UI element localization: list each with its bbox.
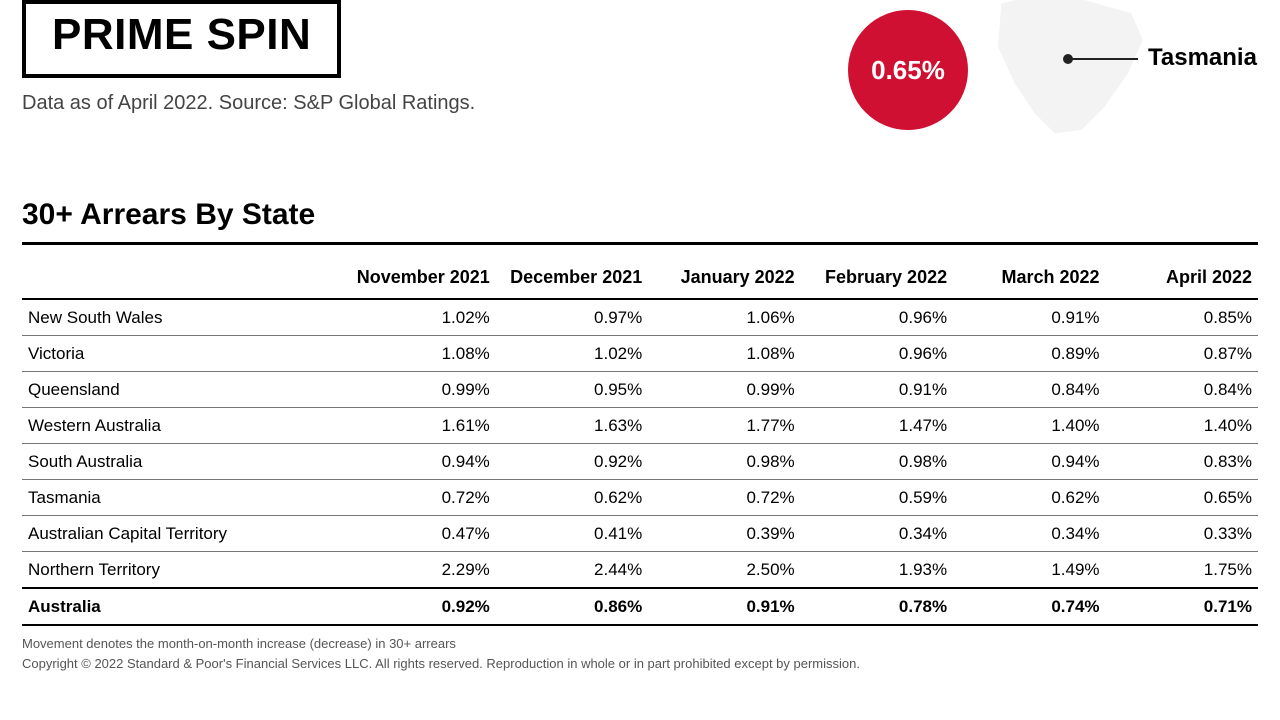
state-cell: Tasmania — [22, 480, 343, 516]
value-cell: 2.44% — [496, 552, 648, 589]
tasmania-map-icon — [978, 0, 1158, 140]
value-cell: 0.98% — [648, 444, 800, 480]
value-cell: 0.83% — [1106, 444, 1258, 480]
tasmania-shape — [998, 0, 1143, 133]
arrears-table: November 2021 December 2021 January 2022… — [22, 245, 1258, 626]
value-cell: 0.86% — [496, 588, 648, 625]
table-row: Victoria1.08%1.02%1.08%0.96%0.89%0.87% — [22, 336, 1258, 372]
value-cell: 0.71% — [1106, 588, 1258, 625]
value-cell: 1.77% — [648, 408, 800, 444]
value-cell: 2.50% — [648, 552, 800, 589]
value-cell: 0.84% — [953, 372, 1105, 408]
value-cell: 1.02% — [343, 299, 495, 336]
source-line: Data as of April 2022. Source: S&P Globa… — [22, 92, 475, 115]
col-header: December 2021 — [496, 245, 648, 299]
value-cell: 1.08% — [343, 336, 495, 372]
callout-label: Tasmania — [1148, 44, 1257, 72]
value-cell: 0.97% — [496, 299, 648, 336]
table-row: Queensland0.99%0.95%0.99%0.91%0.84%0.84% — [22, 372, 1258, 408]
value-cell: 0.39% — [648, 516, 800, 552]
state-cell: Northern Territory — [22, 552, 343, 589]
footnotes: Movement denotes the month-on-month incr… — [22, 634, 1258, 673]
value-cell: 0.98% — [801, 444, 953, 480]
table-title: 30+ Arrears By State — [22, 198, 1258, 232]
footnote-line: Copyright © 2022 Standard & Poor's Finan… — [22, 654, 1258, 674]
col-header: April 2022 — [1106, 245, 1258, 299]
page-title: PRIME SPIN — [52, 10, 311, 59]
value-cell: 1.06% — [648, 299, 800, 336]
value-cell: 0.84% — [1106, 372, 1258, 408]
col-header: January 2022 — [648, 245, 800, 299]
value-cell: 0.91% — [953, 299, 1105, 336]
value-cell: 0.72% — [343, 480, 495, 516]
value-cell: 1.49% — [953, 552, 1105, 589]
value-cell: 0.34% — [953, 516, 1105, 552]
value-cell: 1.93% — [801, 552, 953, 589]
value-cell: 0.34% — [801, 516, 953, 552]
pointer-line-icon — [1068, 58, 1138, 60]
table-row: New South Wales1.02%0.97%1.06%0.96%0.91%… — [22, 299, 1258, 336]
value-cell: 0.94% — [953, 444, 1105, 480]
value-cell: 1.08% — [648, 336, 800, 372]
title-box: PRIME SPIN — [22, 0, 341, 78]
col-header: November 2021 — [343, 245, 495, 299]
value-cell: 0.89% — [953, 336, 1105, 372]
footnote-line: Movement denotes the month-on-month incr… — [22, 634, 1258, 654]
col-header: March 2022 — [953, 245, 1105, 299]
value-cell: 0.91% — [801, 372, 953, 408]
table-header-row: November 2021 December 2021 January 2022… — [22, 245, 1258, 299]
state-cell: Queensland — [22, 372, 343, 408]
value-cell: 0.87% — [1106, 336, 1258, 372]
value-cell: 0.99% — [648, 372, 800, 408]
value-cell: 1.47% — [801, 408, 953, 444]
state-cell: Australia — [22, 588, 343, 625]
value-cell: 0.65% — [1106, 480, 1258, 516]
table-row: Western Australia1.61%1.63%1.77%1.47%1.4… — [22, 408, 1258, 444]
table-row: Tasmania0.72%0.62%0.72%0.59%0.62%0.65% — [22, 480, 1258, 516]
bubble-value: 0.65% — [871, 55, 945, 86]
table-total-row: Australia0.92%0.86%0.91%0.78%0.74%0.71% — [22, 588, 1258, 625]
value-cell: 2.29% — [343, 552, 495, 589]
value-cell: 0.94% — [343, 444, 495, 480]
value-cell: 0.74% — [953, 588, 1105, 625]
col-header — [22, 245, 343, 299]
tasmania-callout: 0.65% Tasmania — [838, 0, 1258, 150]
value-cell: 0.72% — [648, 480, 800, 516]
value-cell: 1.63% — [496, 408, 648, 444]
value-cell: 0.96% — [801, 336, 953, 372]
state-cell: South Australia — [22, 444, 343, 480]
state-cell: Western Australia — [22, 408, 343, 444]
value-cell: 0.62% — [496, 480, 648, 516]
value-cell: 0.92% — [496, 444, 648, 480]
table-row: South Australia0.94%0.92%0.98%0.98%0.94%… — [22, 444, 1258, 480]
value-cell: 0.85% — [1106, 299, 1258, 336]
value-cell: 1.75% — [1106, 552, 1258, 589]
value-cell: 1.02% — [496, 336, 648, 372]
value-cell: 1.40% — [1106, 408, 1258, 444]
value-cell: 0.96% — [801, 299, 953, 336]
value-cell: 0.41% — [496, 516, 648, 552]
value-cell: 0.33% — [1106, 516, 1258, 552]
value-cell: 1.61% — [343, 408, 495, 444]
value-cell: 1.40% — [953, 408, 1105, 444]
table-row: Northern Territory2.29%2.44%2.50%1.93%1.… — [22, 552, 1258, 589]
value-cell: 0.92% — [343, 588, 495, 625]
value-cell: 0.95% — [496, 372, 648, 408]
state-cell: New South Wales — [22, 299, 343, 336]
state-cell: Victoria — [22, 336, 343, 372]
col-header: February 2022 — [801, 245, 953, 299]
value-cell: 0.78% — [801, 588, 953, 625]
value-cell: 0.47% — [343, 516, 495, 552]
value-cell: 0.99% — [343, 372, 495, 408]
state-cell: Australian Capital Territory — [22, 516, 343, 552]
value-cell: 0.62% — [953, 480, 1105, 516]
table-row: Australian Capital Territory0.47%0.41%0.… — [22, 516, 1258, 552]
value-bubble: 0.65% — [848, 10, 968, 130]
value-cell: 0.91% — [648, 588, 800, 625]
value-cell: 0.59% — [801, 480, 953, 516]
